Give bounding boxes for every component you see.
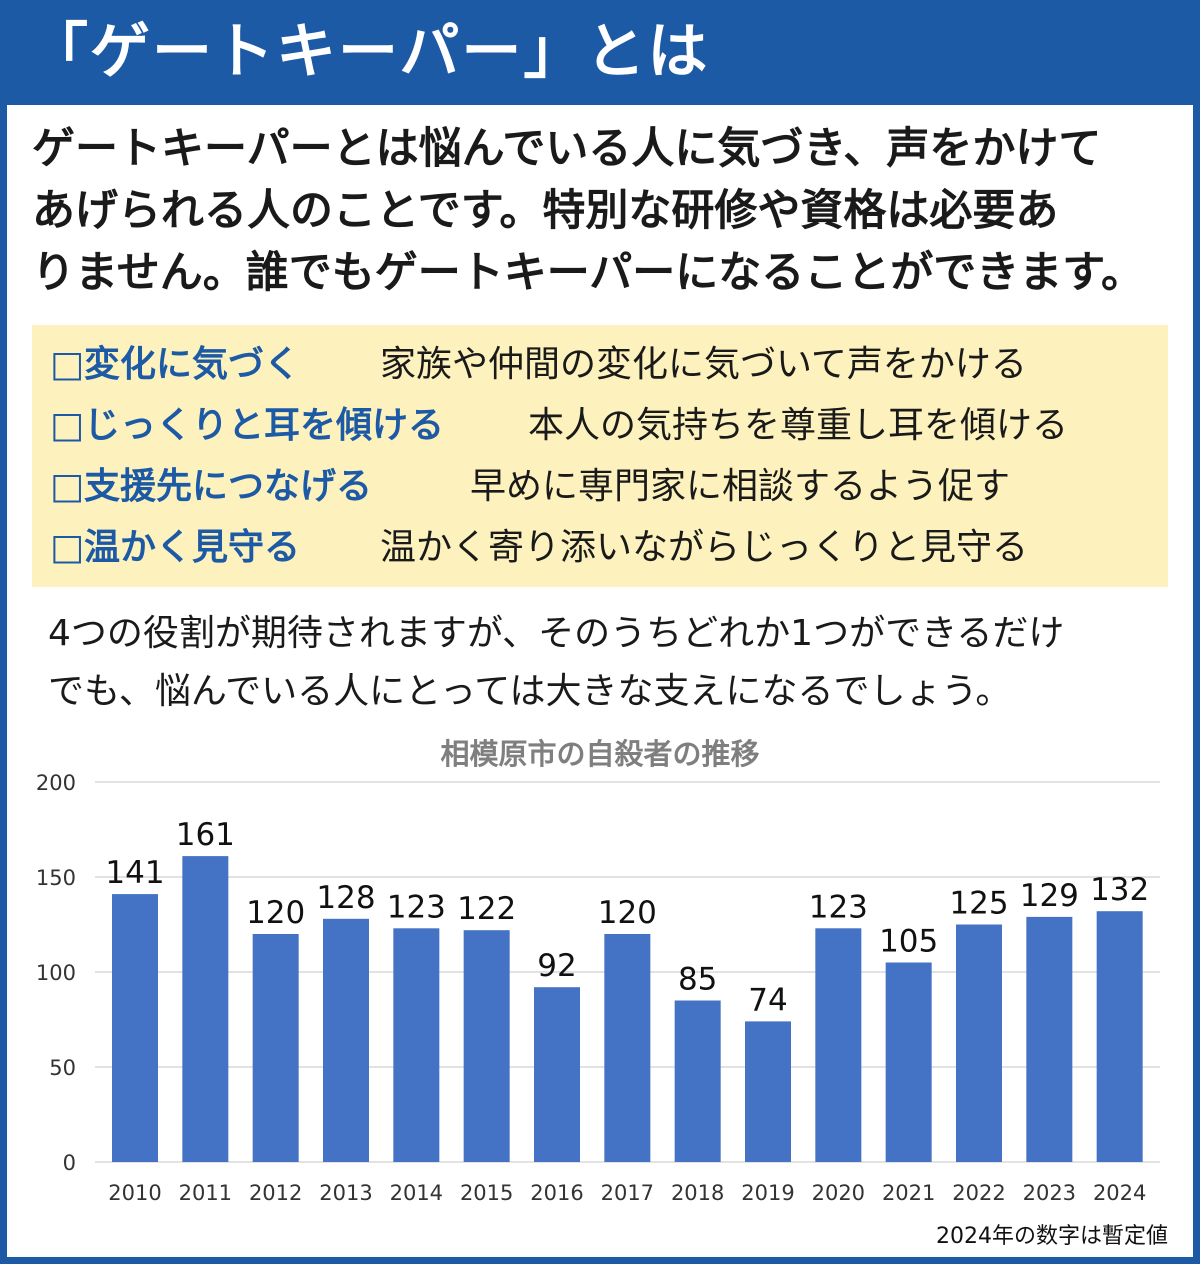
role-title: □支援先につなげる	[50, 466, 373, 507]
role-item: □変化に気づく 家族や仲間の変化に気づいて声をかける	[50, 337, 1027, 393]
checkbox-icon: □	[50, 527, 85, 568]
data-label: 123	[387, 889, 446, 925]
intro-text: ゲートキーパーとは悩んでいる人に気づき、声をかけて あげられる人のことです。特別…	[32, 118, 1182, 304]
chart-bars	[112, 856, 1143, 1162]
x-tick-label: 2019	[741, 1181, 794, 1205]
role-item: □じっくりと耳を傾ける 本人の気持ちを尊重し耳を傾ける	[50, 398, 1068, 454]
checkbox-icon: □	[50, 466, 85, 507]
x-tick-label: 2014	[390, 1181, 443, 1205]
x-tick-label: 2010	[108, 1181, 161, 1205]
y-tick-label: 200	[36, 771, 76, 795]
data-label: 161	[176, 817, 235, 853]
data-label: 120	[246, 895, 305, 931]
page-title: 「ゲートキーパー」とは	[28, 17, 710, 87]
y-tick-label: 150	[36, 866, 76, 890]
bar	[885, 962, 932, 1162]
data-label: 122	[457, 891, 516, 927]
role-description: 家族や仲間の変化に気づいて声をかける	[380, 344, 1027, 385]
bar	[815, 928, 862, 1162]
data-label: 120	[598, 895, 657, 931]
bar	[393, 928, 440, 1162]
bar	[112, 894, 158, 1162]
summary-text: 4つの役割が期待されますが、そのうちどれか1つができるだけ でも、悩んでいる人に…	[48, 605, 1188, 721]
role-item: □温かく見守る 温かく寄り添いながらじっくりと見守る	[50, 520, 1028, 576]
data-label: 129	[1020, 878, 1079, 914]
y-tick-label: 0	[63, 1151, 76, 1175]
y-tick-label: 100	[36, 961, 76, 985]
role-description: 本人の気持ちを尊重し耳を傾ける	[528, 405, 1069, 446]
x-tick-label: 2011	[179, 1181, 232, 1205]
chart-title: 相模原市の自殺者の推移	[440, 737, 759, 771]
summary-line: でも、悩んでいる人にとっては大きな支えになるでしょう。	[48, 671, 1012, 712]
x-tick-label: 2015	[460, 1181, 513, 1205]
role-title: □変化に気づく	[50, 344, 301, 385]
x-tick-label: 2023	[1023, 1181, 1076, 1205]
bar	[323, 918, 369, 1162]
bar	[1096, 911, 1143, 1162]
data-label: 105	[879, 924, 938, 960]
x-tick-label: 2021	[882, 1181, 935, 1205]
x-tick-label: 2024	[1093, 1181, 1146, 1205]
x-tick-label: 2018	[671, 1181, 724, 1205]
x-tick-label: 2012	[249, 1181, 302, 1205]
y-tick-label: 50	[49, 1056, 76, 1080]
checkbox-icon: □	[50, 344, 85, 385]
summary-line: 4つの役割が期待されますが、そのうちどれか1つができるだけ	[48, 613, 1065, 654]
data-label: 123	[809, 889, 868, 925]
role-description: 早めに専門家に相談するよう促す	[470, 466, 1011, 507]
data-label: 125	[949, 886, 1008, 922]
bar	[604, 934, 651, 1162]
role-title: □温かく見守る	[50, 527, 301, 568]
x-tick-label: 2017	[601, 1181, 654, 1205]
x-tick-label: 2016	[530, 1181, 583, 1205]
intro-line: ゲートキーパーとは悩んでいる人に気づき、声をかけて	[32, 124, 1102, 174]
chart-data-labels: 141 161 120 128 123 122 92 120 85 74 123 105 125 129 1…	[105, 817, 1149, 1018]
bar	[534, 987, 580, 1162]
x-tick-label: 2013	[319, 1181, 372, 1205]
bar	[1026, 916, 1073, 1162]
bar	[674, 1000, 721, 1162]
bar-chart: 相模原市の自殺者の推移 0 50 100 150 200 141 161 120 128 123…	[36, 737, 1160, 1205]
bar	[956, 924, 1002, 1162]
header-banner: 「ゲートキーパー」とは	[0, 0, 1200, 105]
data-label: 132	[1090, 872, 1149, 908]
role-title: □じっくりと耳を傾ける	[50, 405, 445, 446]
checkbox-icon: □	[50, 405, 85, 446]
role-item: □支援先につなげる 早めに専門家に相談するよう促す	[50, 459, 1010, 515]
data-label: 85	[678, 962, 717, 998]
bar	[745, 1021, 791, 1162]
footnote: 2024年の数字は暫定値	[936, 1224, 1168, 1249]
x-axis: 2010 2011 2012 2013 2014 2015 2016 2017 2018 2019…	[108, 1181, 1146, 1205]
x-tick-label: 2020	[812, 1181, 865, 1205]
intro-line: あげられる人のことです。特別な研修や資格は必要あ	[32, 186, 1059, 236]
intro-line: りません。誰でもゲートキーパーになることができます。	[32, 248, 1144, 298]
data-label: 128	[316, 880, 375, 916]
bar	[252, 934, 299, 1162]
data-label: 141	[105, 855, 164, 891]
role-description: 温かく寄り添いながらじっくりと見守る	[380, 527, 1029, 568]
data-label: 74	[748, 982, 787, 1018]
y-axis: 0 50 100 150 200	[36, 771, 76, 1175]
bar	[182, 856, 229, 1162]
roles-box: □変化に気づく 家族や仲間の変化に気づいて声をかける □じっくりと耳を傾ける 本…	[32, 325, 1168, 587]
x-tick-label: 2022	[952, 1181, 1005, 1205]
bar	[463, 930, 510, 1162]
data-label: 92	[537, 948, 576, 984]
